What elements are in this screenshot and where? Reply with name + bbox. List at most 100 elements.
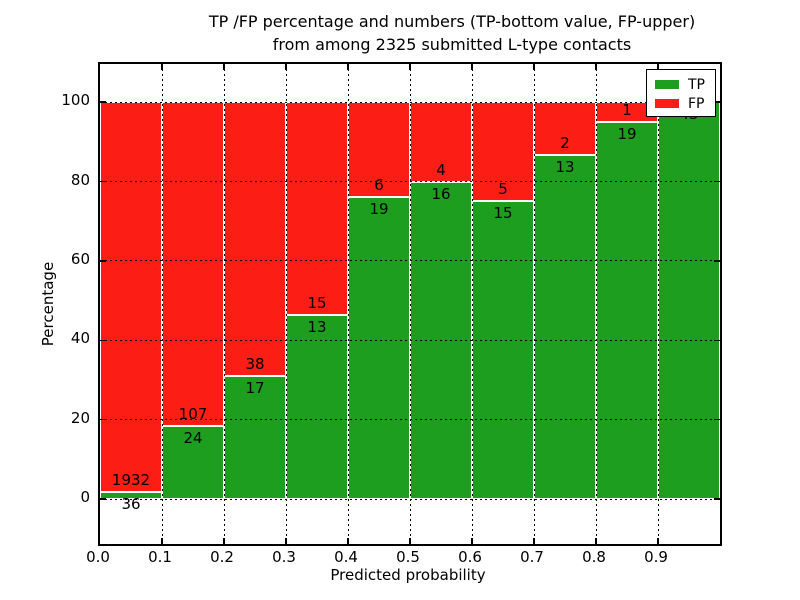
legend-row-fp: FP xyxy=(655,94,715,113)
chart-title-line2: from among 2325 submitted L-type contact… xyxy=(272,35,632,54)
bar-label-tp: 17 xyxy=(245,379,265,398)
y-tick-label: 80 xyxy=(70,170,90,189)
bar-label-tp: 13 xyxy=(307,317,327,336)
bar-0.0 xyxy=(100,102,162,500)
bar-segment-tp xyxy=(286,314,348,500)
bar-label-tp: 13 xyxy=(555,158,575,177)
bar-segment-tp xyxy=(596,121,658,500)
x-gridline xyxy=(409,64,411,544)
x-tick-label: 0.5 xyxy=(396,548,420,566)
bar-label-tp: 24 xyxy=(183,429,203,448)
x-tick-bottom xyxy=(657,538,659,544)
y-tick-right xyxy=(714,339,720,342)
x-gridline xyxy=(347,64,349,544)
x-tick-bottom xyxy=(533,538,535,544)
bar-0.2 xyxy=(224,102,286,500)
bar-label-tp: 16 xyxy=(431,184,451,203)
x-tick-label: 0.8 xyxy=(582,548,606,566)
bar-0.8 xyxy=(596,102,658,500)
y-tick-label: 20 xyxy=(70,408,90,427)
y-tick-right xyxy=(714,180,720,183)
x-tick-bottom xyxy=(285,538,287,544)
bar-0.6 xyxy=(472,102,534,500)
bar-label-fp: 15 xyxy=(307,293,327,312)
x-tick-label: 0.9 xyxy=(644,548,668,566)
x-tick-top xyxy=(595,64,597,70)
bar-segment-tp xyxy=(348,197,410,500)
bar-label-tp: 15 xyxy=(493,204,513,223)
bar-segment-tp xyxy=(472,201,534,500)
y-tick-label: 100 xyxy=(61,91,90,110)
bar-label-tp: 19 xyxy=(369,200,389,219)
bar-label-fp: 1932 xyxy=(111,470,151,489)
x-tick-top xyxy=(347,64,349,70)
y-tick-label: 60 xyxy=(70,249,90,268)
bar-0.3 xyxy=(286,102,348,500)
x-gridline xyxy=(657,64,659,544)
x-axis-label: Predicted probability xyxy=(330,566,486,584)
bar-segment-fp xyxy=(472,102,534,202)
x-tick-top xyxy=(285,64,287,70)
bar-segment-fp xyxy=(100,102,162,492)
bar-label-fp: 2 xyxy=(560,134,570,153)
y-tick-left xyxy=(100,418,106,421)
x-tick-label: 0.0 xyxy=(86,548,110,566)
x-tick-label: 0.1 xyxy=(148,548,172,566)
x-tick-top xyxy=(223,64,225,70)
x-tick-top xyxy=(657,64,659,70)
x-tick-top xyxy=(409,64,411,70)
y-tick-left xyxy=(100,180,106,183)
x-tick-label: 0.3 xyxy=(272,548,296,566)
x-gridline xyxy=(595,64,597,544)
x-tick-top xyxy=(161,64,163,70)
x-tick-label: 0.6 xyxy=(458,548,482,566)
chart-title-line1: TP /FP percentage and numbers (TP-bottom… xyxy=(208,12,696,31)
y-tick-right xyxy=(714,260,720,262)
chart-title: TP /FP percentage and numbers (TP-bottom… xyxy=(102,10,800,56)
y-tick-right xyxy=(714,101,720,103)
x-gridline xyxy=(161,64,163,544)
bar-label-fp: 38 xyxy=(245,355,265,374)
x-tick-top xyxy=(471,64,473,70)
x-tick-bottom xyxy=(161,538,163,544)
legend-row-tp: TP xyxy=(655,75,715,94)
legend-swatch-tp-icon xyxy=(655,80,679,89)
bar-label-tp: 19 xyxy=(617,124,637,143)
bar-label-fp: 107 xyxy=(178,405,208,424)
bar-segment-fp xyxy=(286,102,348,315)
bar-label-fp: 4 xyxy=(436,160,446,179)
legend: TP FP xyxy=(646,69,716,117)
x-tick-bottom xyxy=(347,538,349,544)
y-tick-right xyxy=(714,418,720,421)
x-tick-bottom xyxy=(409,538,411,544)
y-tick-left xyxy=(100,101,106,103)
x-tick-bottom xyxy=(223,538,225,544)
bar-segment-fp xyxy=(162,102,224,427)
bar-segment-fp xyxy=(224,102,286,377)
legend-swatch-fp-icon xyxy=(655,99,679,108)
bar-segment-tp xyxy=(534,155,596,500)
y-tick-label: 40 xyxy=(70,329,90,348)
y-tick-left xyxy=(100,498,106,500)
x-tick-label: 0.7 xyxy=(520,548,544,566)
bar-label-fp: 6 xyxy=(374,176,384,195)
x-gridline xyxy=(223,64,225,544)
bar-label-fp: 1 xyxy=(622,100,632,119)
y-tick-left xyxy=(100,339,106,342)
x-tick-label: 0.2 xyxy=(210,548,234,566)
x-tick-top xyxy=(533,64,535,70)
y-tick-label: 0 xyxy=(80,488,90,507)
legend-label-fp: FP xyxy=(688,95,705,112)
y-tick-right xyxy=(714,498,720,500)
bar-segment-tp xyxy=(658,102,720,500)
x-tick-bottom xyxy=(595,538,597,544)
legend-label-tp: TP xyxy=(688,76,705,93)
bar-0.4 xyxy=(348,102,410,500)
x-tick-label: 0.4 xyxy=(334,548,358,566)
x-gridline xyxy=(285,64,287,544)
x-gridline xyxy=(471,64,473,544)
x-tick-bottom xyxy=(471,538,473,544)
bar-label-fp: 5 xyxy=(498,180,508,199)
